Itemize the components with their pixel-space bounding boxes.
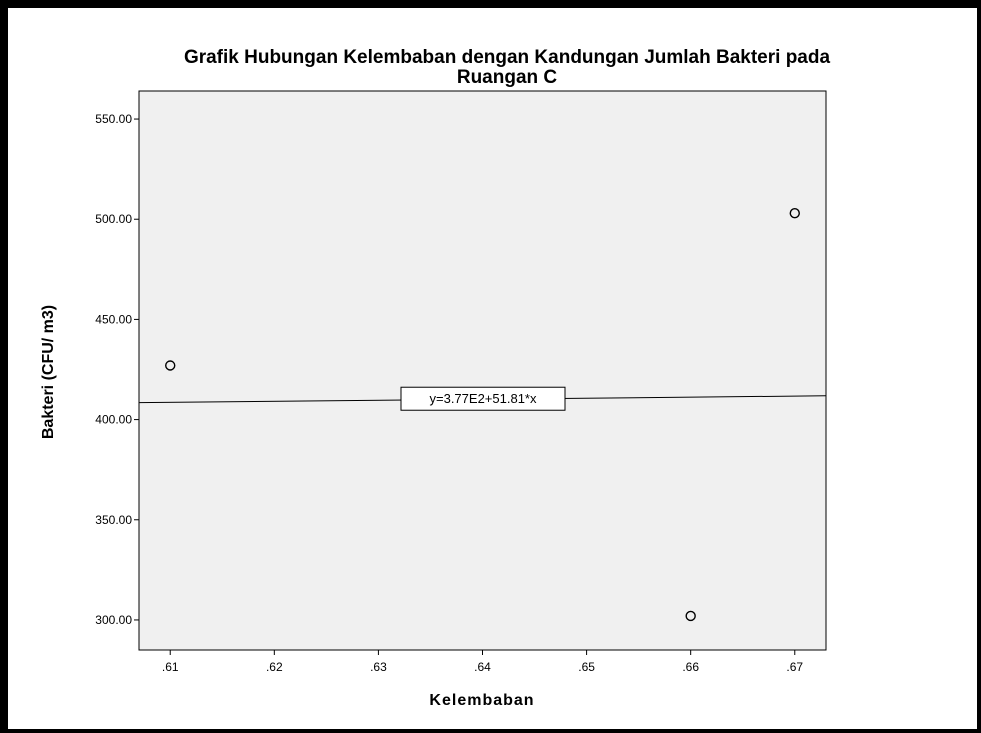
y-tick-label: 450.00	[95, 312, 132, 326]
x-tick-label: .66	[682, 660, 699, 674]
chart-title-line-2: Ruangan C	[457, 67, 558, 88]
y-tick-label: 300.00	[95, 613, 132, 627]
data-point	[789, 208, 800, 219]
y-tick-label: 350.00	[95, 513, 132, 527]
chart-title-line-1: Grafik Hubungan Kelembaban dengan Kandun…	[184, 47, 831, 68]
x-tick-label: .64	[474, 660, 491, 674]
data-points	[165, 208, 800, 622]
data-point	[165, 360, 176, 371]
fit-equation-label: y=3.77E2+51.81*x	[430, 391, 537, 406]
y-tick-label: 400.00	[95, 413, 132, 427]
plot-area	[138, 90, 827, 651]
y-axis-label: Bakteri (CFU/ m3)	[40, 305, 57, 439]
data-point	[685, 610, 696, 622]
y-tick-label: 500.00	[95, 212, 132, 226]
x-tick-label: .67	[786, 660, 803, 674]
y-tick-label: 550.00	[95, 112, 132, 126]
x-axis-label: Kelembaban	[429, 692, 534, 709]
x-tick-label: .62	[266, 660, 283, 674]
y-axis: 300.00 350.00 400.00 450.00 500.00 550.00	[95, 112, 139, 627]
x-axis: .61 .62 .63 .64 .65 .66 .67	[162, 650, 803, 674]
x-tick-label: .65	[578, 660, 595, 674]
x-tick-label: .61	[162, 660, 179, 674]
x-tick-label: .63	[370, 660, 387, 674]
fit-line-group: y=3.77E2+51.81*x	[138, 386, 827, 411]
fit-label-box	[400, 386, 566, 411]
